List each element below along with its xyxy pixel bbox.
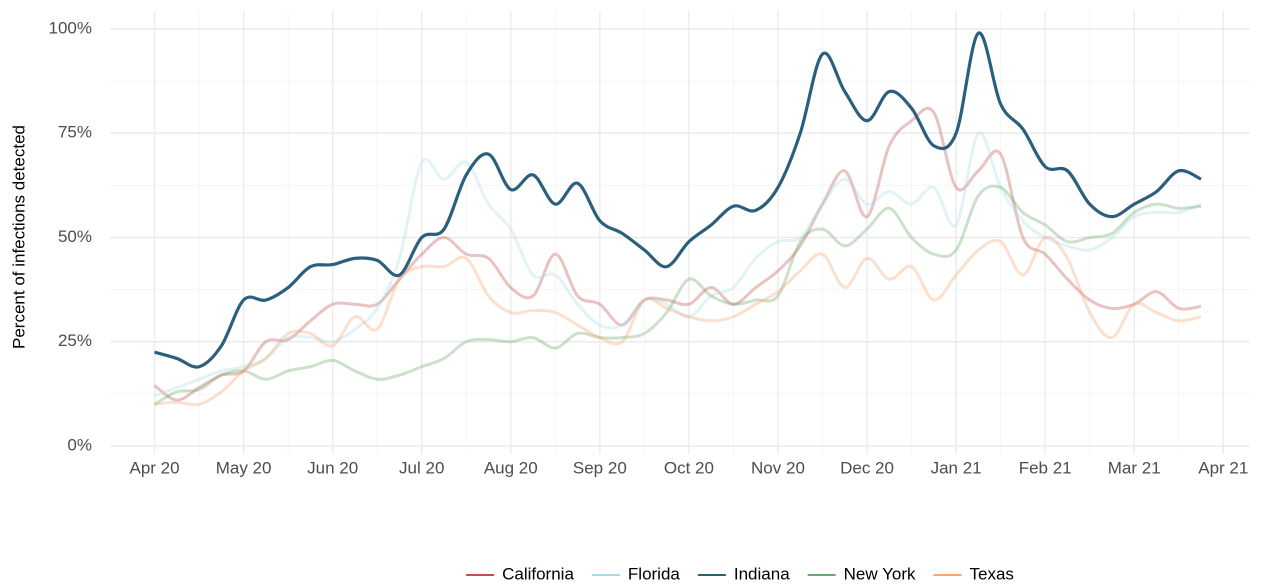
x-tick-label: Nov 20 [751,458,805,477]
legend: California Florida Indiana New York Texas [466,564,1014,583]
y-tick-label: 100% [49,18,92,37]
series-line [154,235,1202,407]
x-tick-label: Aug 20 [484,458,538,477]
x-tick-label: Oct 20 [664,458,714,477]
y-axis-label: Percent of infections detected [9,125,28,349]
x-tick-label: Apr 21 [1198,458,1248,477]
legend-label: Texas [969,564,1013,583]
legend-label: California [502,564,574,583]
legend-label: Florida [628,564,681,583]
series-line [154,131,1202,398]
x-tick-label: Apr 20 [129,458,179,477]
x-tick-label: May 20 [216,458,272,477]
legend-label: New York [844,564,916,583]
series-line [153,184,1202,406]
y-tick-label: 50% [58,227,92,246]
y-tick-label: 25% [58,331,92,350]
x-tick-label: Jun 20 [307,458,358,477]
y-tick-label: 0% [67,435,92,454]
legend-label: Indiana [734,564,790,583]
x-tick-label: Feb 21 [1019,458,1072,477]
y-tick-label: 75% [58,123,92,142]
x-tick-label: Mar 21 [1108,458,1161,477]
x-tick-label: Jan 21 [931,458,982,477]
series-line [154,31,1202,369]
x-tick-label: Jul 20 [399,458,444,477]
x-tick-label: Sep 20 [573,458,627,477]
series-line [153,106,1202,402]
x-tick-label: Dec 20 [840,458,894,477]
